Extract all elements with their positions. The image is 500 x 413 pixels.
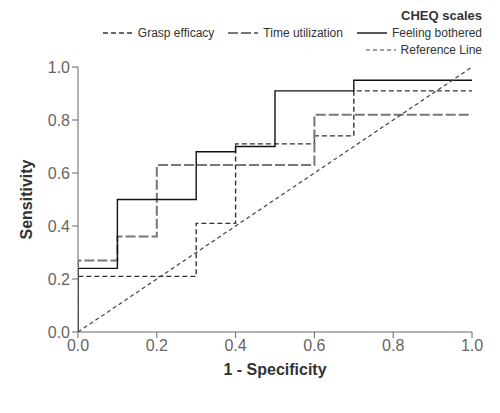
svg-text:0.2: 0.2 — [48, 271, 70, 288]
svg-text:0.6: 0.6 — [48, 165, 70, 182]
svg-text:1.0: 1.0 — [461, 337, 483, 354]
svg-text:0.0: 0.0 — [67, 337, 89, 354]
html-text:Grasp efficacy: Grasp efficacy — [137, 26, 215, 40]
svg-text:Sensitivity: Sensitivity — [18, 159, 35, 239]
svg-text:0.0: 0.0 — [48, 324, 70, 341]
html-text:Reference Line: Reference Line — [400, 43, 482, 57]
svg-text:0.2: 0.2 — [146, 337, 168, 354]
svg-text:0.8: 0.8 — [48, 112, 70, 129]
svg-text:0.8: 0.8 — [382, 337, 404, 354]
html-text:Feeling bothered: Feeling bothered — [391, 26, 482, 40]
svg-text:0.6: 0.6 — [303, 337, 325, 354]
svg-text:0.4: 0.4 — [48, 218, 70, 235]
html-text:Time utilization: Time utilization — [263, 26, 343, 40]
svg-text:1.0: 1.0 — [48, 59, 70, 76]
svg-text:1 - Specificity: 1 - Specificity — [223, 361, 326, 378]
html-text:CHEQ scales: CHEQ scales — [401, 8, 482, 23]
svg-text:0.4: 0.4 — [224, 337, 246, 354]
